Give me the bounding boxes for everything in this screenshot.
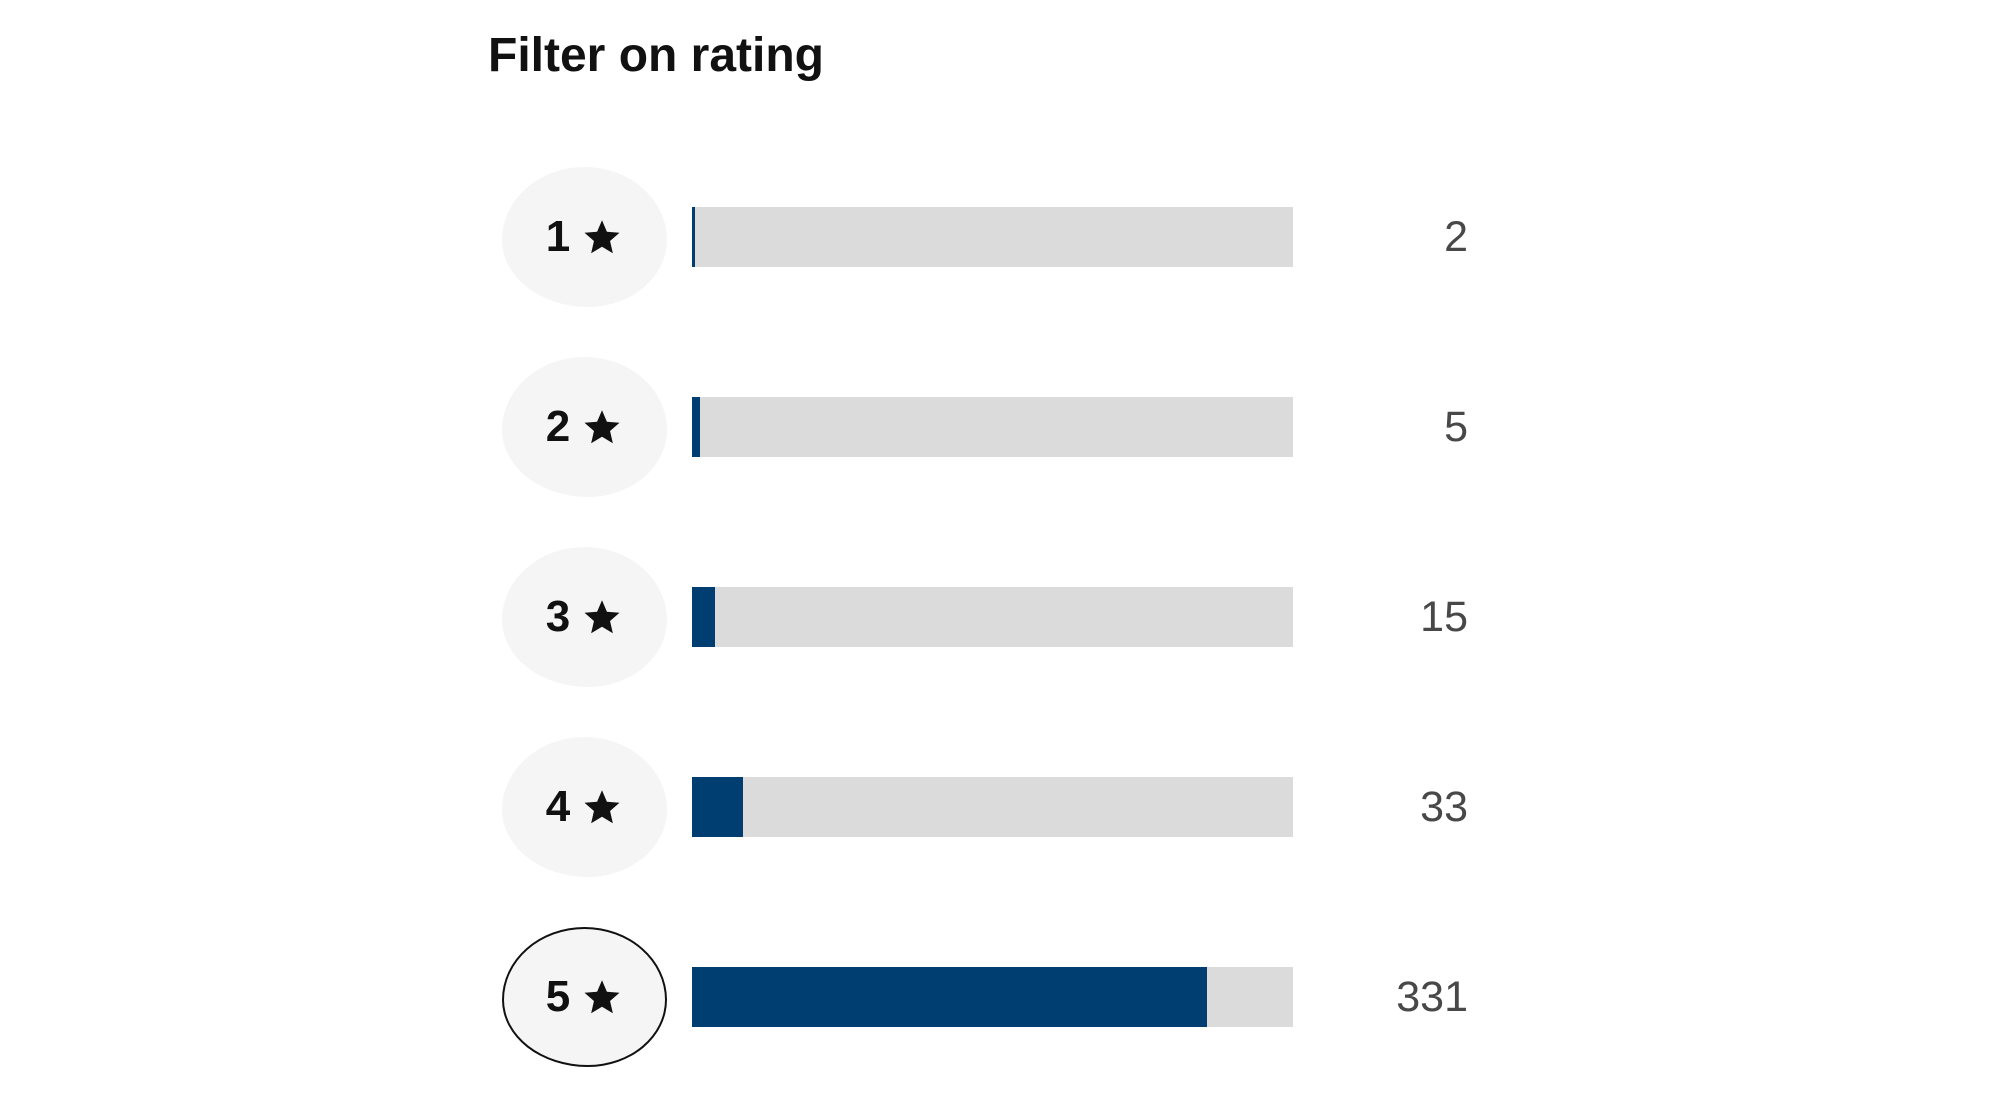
rating-row: 2 5 (502, 357, 1488, 497)
rating-row: 4 33 (502, 737, 1488, 877)
rating-count: 5 (1444, 402, 1468, 451)
widget-title: Filter on rating (488, 29, 824, 82)
rating-bar-track (692, 207, 1293, 267)
rating-bar-fill (692, 587, 716, 647)
rating-count: 2 (1444, 212, 1468, 261)
rating-4-filter-button[interactable]: 4 (502, 737, 667, 877)
rating-filter-widget: Filter on rating 1 2 2 5 3 (488, 26, 1488, 1067)
rating-row: 1 2 (502, 167, 1488, 307)
rating-count: 33 (1420, 782, 1468, 831)
rating-rows: 1 2 2 5 3 15 (502, 167, 1488, 1067)
rating-count: 331 (1396, 972, 1468, 1021)
rating-bar-fill (692, 967, 1208, 1027)
rating-row: 3 15 (502, 547, 1488, 687)
rating-value-label: 1 (545, 212, 571, 261)
rating-bar-fill (692, 777, 744, 837)
rating-bar-track (692, 967, 1293, 1027)
rating-value-label: 4 (545, 782, 571, 831)
star-icon (584, 790, 620, 824)
rating-value-label: 3 (545, 592, 571, 641)
star-icon (584, 980, 620, 1014)
rating-bar-fill (692, 207, 696, 267)
rating-row: 5 331 (502, 927, 1488, 1067)
rating-2-filter-button[interactable]: 2 (502, 357, 667, 497)
rating-bar-track (692, 397, 1293, 457)
rating-count: 15 (1420, 592, 1468, 641)
star-icon (584, 220, 620, 254)
rating-value-label: 5 (545, 972, 571, 1021)
star-icon (584, 600, 620, 634)
rating-3-filter-button[interactable]: 3 (502, 547, 667, 687)
rating-bar-track (692, 777, 1293, 837)
rating-bar-fill (692, 397, 700, 457)
rating-bar-track (692, 587, 1293, 647)
rating-value-label: 2 (545, 402, 571, 451)
star-icon (584, 410, 620, 444)
rating-5-filter-button[interactable]: 5 (502, 927, 667, 1067)
rating-1-filter-button[interactable]: 1 (502, 167, 667, 307)
